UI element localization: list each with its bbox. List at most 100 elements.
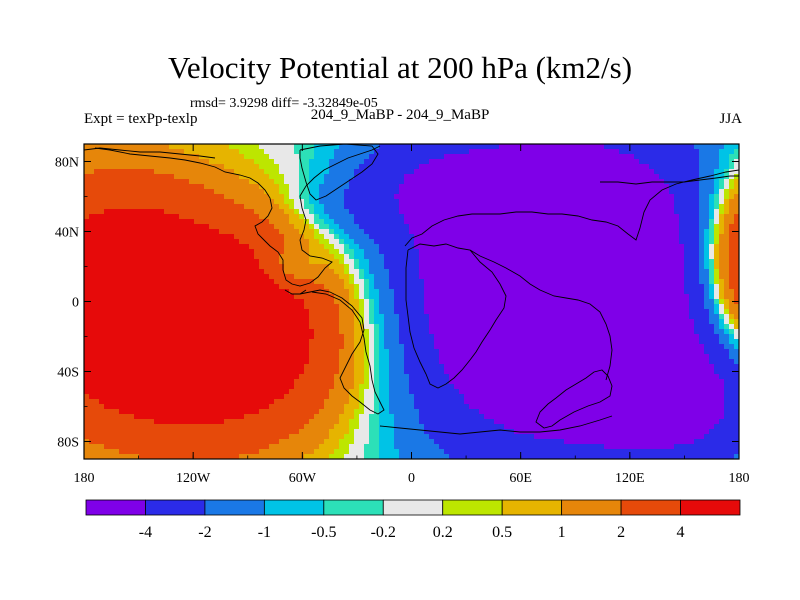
field-cell <box>504 249 510 255</box>
field-cell <box>274 309 280 315</box>
field-cell <box>264 199 270 205</box>
field-cell <box>524 219 530 225</box>
field-cell <box>644 299 650 305</box>
field-cell <box>399 269 405 275</box>
field-cell <box>609 309 615 315</box>
field-cell <box>644 289 650 295</box>
field-cell <box>99 199 105 205</box>
field-cell <box>399 254 405 260</box>
field-cell <box>339 304 345 310</box>
field-cell <box>199 199 205 205</box>
field-cell <box>429 329 435 335</box>
field-cell <box>374 194 380 200</box>
field-cell <box>459 264 465 270</box>
field-cell <box>589 234 595 240</box>
field-cell <box>619 184 625 190</box>
field-cell <box>119 184 125 190</box>
field-cell <box>614 169 620 175</box>
field-cell <box>469 164 475 170</box>
field-cell <box>439 214 445 220</box>
field-cell <box>384 254 390 260</box>
field-cell <box>619 199 625 205</box>
field-cell <box>529 194 535 200</box>
field-cell <box>389 314 395 320</box>
field-cell <box>489 184 495 190</box>
field-cell <box>674 274 680 280</box>
field-cell <box>149 169 155 175</box>
field-cell <box>694 219 700 225</box>
field-cell <box>159 239 165 245</box>
field-cell <box>734 164 739 170</box>
field-cell <box>699 329 705 335</box>
field-cell <box>719 309 725 315</box>
field-cell <box>699 199 705 205</box>
field-cell <box>604 204 610 210</box>
field-cell <box>424 294 430 300</box>
field-cell <box>439 274 445 280</box>
field-cell <box>674 264 680 270</box>
field-cell <box>689 199 695 205</box>
field-cell <box>419 209 425 215</box>
field-cell <box>604 284 610 290</box>
field-cell <box>709 279 715 285</box>
field-cell <box>434 254 440 260</box>
field-cell <box>654 189 660 195</box>
field-cell <box>544 179 550 185</box>
field-cell <box>549 199 555 205</box>
field-cell <box>139 204 145 210</box>
field-cell <box>239 174 245 180</box>
field-cell <box>119 299 125 305</box>
field-cell <box>729 234 735 240</box>
field-cell <box>94 169 100 175</box>
field-cell <box>429 174 435 180</box>
field-cell <box>159 209 165 215</box>
field-cell <box>504 329 510 335</box>
field-cell <box>654 144 660 150</box>
chart-title: Velocity Potential at 200 hPa (km2/s) <box>167 50 633 85</box>
field-cell <box>464 154 470 160</box>
field-cell <box>579 269 585 275</box>
field-cell <box>279 259 285 265</box>
field-cell <box>239 304 245 310</box>
field-cell <box>289 289 295 295</box>
field-cell <box>604 194 610 200</box>
field-cell <box>324 154 330 160</box>
field-cell <box>714 234 720 240</box>
field-cell <box>459 324 465 330</box>
field-cell <box>654 284 660 290</box>
field-cell <box>84 269 90 275</box>
field-cell <box>369 144 375 150</box>
field-cell <box>489 314 495 320</box>
field-cell <box>564 194 570 200</box>
field-cell <box>359 194 365 200</box>
field-cell <box>154 324 160 330</box>
field-cell <box>254 199 260 205</box>
field-cell <box>684 279 690 285</box>
field-cell <box>309 164 315 170</box>
field-cell <box>349 214 355 220</box>
field-cell <box>284 194 290 200</box>
field-cell <box>534 259 540 265</box>
field-cell <box>579 209 585 215</box>
field-cell <box>694 329 700 335</box>
field-cell <box>224 189 230 195</box>
field-cell <box>569 309 575 315</box>
field-cell <box>344 234 350 240</box>
field-cell <box>94 284 100 290</box>
field-cell <box>129 309 135 315</box>
field-cell <box>194 329 200 335</box>
field-cell <box>489 174 495 180</box>
field-cell <box>374 314 380 320</box>
field-cell <box>89 154 95 160</box>
field-cell <box>289 294 295 300</box>
field-cell <box>264 179 270 185</box>
field-cell <box>109 219 115 225</box>
field-cell <box>114 219 120 225</box>
contour-field <box>84 144 739 459</box>
field-cell <box>729 219 735 225</box>
field-cell <box>494 279 500 285</box>
field-cell <box>184 279 190 285</box>
field-cell <box>504 284 510 290</box>
field-cell <box>689 204 695 210</box>
field-cell <box>254 279 260 285</box>
